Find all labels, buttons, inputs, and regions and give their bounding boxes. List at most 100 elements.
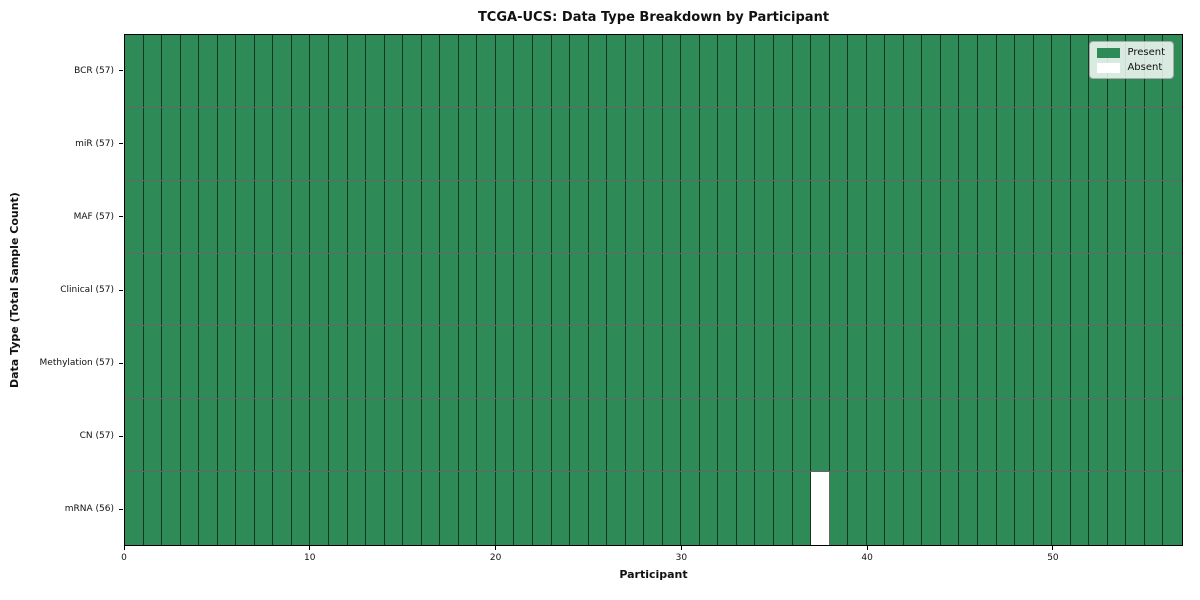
heatmap-cell xyxy=(551,180,571,253)
heatmap-cell xyxy=(1033,180,1053,253)
heatmap-cell xyxy=(1052,472,1071,545)
heatmap-cell xyxy=(347,399,367,472)
heatmap-cell xyxy=(273,399,292,472)
heatmap-cell xyxy=(996,180,1016,253)
heatmap-cell xyxy=(644,180,663,253)
heatmap-cell xyxy=(792,180,812,253)
heatmap-cell xyxy=(1015,253,1034,326)
heatmap-cell xyxy=(384,472,404,545)
heatmap-cell xyxy=(1107,180,1127,253)
heatmap-cell xyxy=(143,180,163,253)
heatmap-cell xyxy=(328,107,348,180)
heatmap-cell xyxy=(217,399,237,472)
heatmap-cell xyxy=(718,35,737,107)
heatmap-cell xyxy=(347,180,367,253)
heatmap-row xyxy=(125,326,1182,400)
heatmap-cell xyxy=(217,107,237,180)
heatmap-cell xyxy=(866,399,886,472)
heatmap-cell xyxy=(125,180,144,253)
heatmap-cell xyxy=(774,326,793,399)
heatmap-cell xyxy=(681,35,700,107)
heatmap-cell xyxy=(774,180,793,253)
heatmap-cell xyxy=(217,253,237,326)
heatmap-cell xyxy=(885,180,904,253)
heatmap-cell xyxy=(699,326,719,399)
heatmap-cell xyxy=(774,399,793,472)
heatmap-cell xyxy=(125,107,144,180)
heatmap-cell xyxy=(1163,399,1182,472)
heatmap-cell xyxy=(347,35,367,107)
heatmap-cell xyxy=(829,253,849,326)
heatmap-cell xyxy=(532,180,552,253)
heatmap-cell xyxy=(607,472,626,545)
heatmap-cell xyxy=(551,399,571,472)
heatmap-cell xyxy=(644,35,663,107)
heatmap-cell xyxy=(866,253,886,326)
heatmap-cell xyxy=(273,253,292,326)
heatmap-cell xyxy=(1070,180,1090,253)
heatmap-cell xyxy=(366,107,385,180)
heatmap-cell xyxy=(1089,399,1108,472)
heatmap-cell xyxy=(310,107,329,180)
heatmap-cell xyxy=(811,326,830,399)
heatmap-cell xyxy=(347,253,367,326)
heatmap-cell xyxy=(1070,107,1090,180)
heatmap-cell xyxy=(291,180,311,253)
heatmap-cell xyxy=(514,107,533,180)
heatmap-cell xyxy=(199,180,218,253)
heatmap-cell xyxy=(1089,107,1108,180)
heatmap-cell xyxy=(996,35,1016,107)
heatmap-cell xyxy=(199,399,218,472)
heatmap-cell xyxy=(403,399,422,472)
heatmap-cell xyxy=(755,326,775,399)
heatmap-cell xyxy=(699,35,719,107)
heatmap-cell xyxy=(403,180,422,253)
heatmap-cell xyxy=(644,399,663,472)
heatmap-cell xyxy=(959,326,979,399)
heatmap-cell xyxy=(1033,253,1053,326)
heatmap-cell xyxy=(477,107,496,180)
heatmap-cell xyxy=(440,472,459,545)
heatmap-cell xyxy=(477,326,496,399)
heatmap-cell xyxy=(143,35,163,107)
heatmap-cell xyxy=(996,399,1016,472)
heatmap-cell xyxy=(978,35,997,107)
heatmap-cell xyxy=(273,472,292,545)
heatmap-cell xyxy=(829,35,849,107)
heatmap-cell xyxy=(681,253,700,326)
heatmap-cell xyxy=(625,326,645,399)
heatmap-cell xyxy=(199,35,218,107)
heatmap-cell xyxy=(681,399,700,472)
heatmap-cell xyxy=(978,253,997,326)
legend-item: Present xyxy=(1097,47,1165,58)
heatmap-cell xyxy=(755,253,775,326)
heatmap-cell xyxy=(495,107,515,180)
heatmap-cell xyxy=(811,107,830,180)
heatmap-cell xyxy=(662,399,682,472)
heatmap-cell xyxy=(403,35,422,107)
heatmap-cell xyxy=(199,326,218,399)
y-tick-label: miR (57) xyxy=(75,138,114,149)
heatmap-cell xyxy=(681,180,700,253)
heatmap-cell xyxy=(440,253,459,326)
heatmap-cell xyxy=(570,326,589,399)
heatmap-cell xyxy=(922,326,941,399)
heatmap-cell xyxy=(588,399,608,472)
heatmap-cell xyxy=(940,253,960,326)
heatmap-cell xyxy=(978,107,997,180)
heatmap-cell xyxy=(1163,326,1182,399)
heatmap-cell xyxy=(254,107,274,180)
heatmap-cell xyxy=(291,253,311,326)
heatmap-cell xyxy=(366,472,385,545)
heatmap-cell xyxy=(903,472,923,545)
heatmap-cell xyxy=(699,399,719,472)
heatmap-cell xyxy=(718,107,737,180)
heatmap-cell xyxy=(699,107,719,180)
heatmap-cell xyxy=(1015,107,1034,180)
heatmap-cell xyxy=(532,399,552,472)
heatmap-cell xyxy=(143,472,163,545)
heatmap-cell xyxy=(996,107,1016,180)
heatmap-row xyxy=(125,35,1182,108)
heatmap-cell xyxy=(310,326,329,399)
